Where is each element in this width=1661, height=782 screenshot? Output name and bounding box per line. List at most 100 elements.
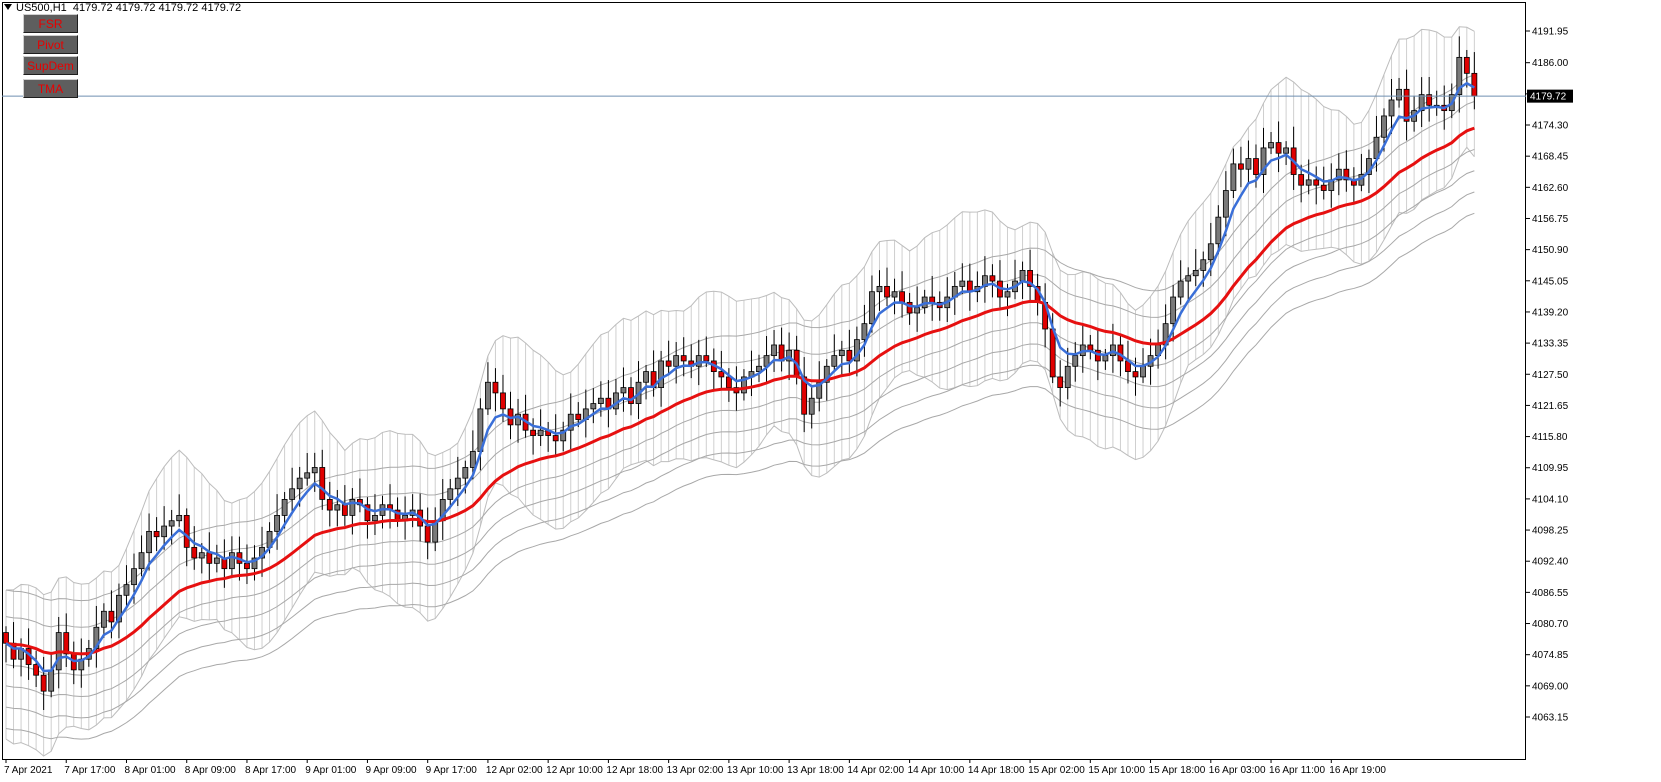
envelope-band-line (5, 148, 1475, 676)
bear-candle-body (1094, 349, 1101, 362)
tma-button[interactable]: TMA (23, 79, 78, 98)
bull-candle-body (138, 552, 145, 570)
bull-candle-body (349, 499, 356, 516)
bear-candle-body (1403, 88, 1410, 122)
bear-candle-body (1049, 328, 1056, 378)
bull-candle-body (311, 467, 318, 474)
bull-candle-body (168, 520, 175, 527)
bear-candle-body (63, 632, 70, 655)
symbol-header: US500,H1 4179.72 4179.72 4179.72 4179.72 (4, 2, 241, 14)
bear-candle-body (884, 285, 890, 298)
bull-candle-body (146, 530, 152, 554)
y-tick-label: 4174.30 (1532, 121, 1569, 132)
x-tick-label: 9 Apr 17:00 (426, 765, 478, 776)
bear-candle-body (552, 435, 559, 442)
bull-candle-body (334, 504, 341, 511)
x-tick-label: 15 Apr 10:00 (1088, 765, 1145, 776)
bull-candle-body (643, 371, 649, 383)
bull-candle-body (447, 488, 454, 500)
bull-candle-body (1396, 88, 1402, 101)
slow-ma-line (5, 126, 1475, 656)
bull-candle-body (281, 499, 288, 516)
bull-candle-body (1222, 190, 1229, 218)
bull-candle-body (304, 472, 311, 479)
bull-candle-body (1335, 168, 1342, 181)
y-tick-label: 4191.95 (1532, 27, 1569, 38)
x-tick-label: 12 Apr 02:00 (486, 765, 543, 776)
x-tick-label: 12 Apr 10:00 (546, 765, 603, 776)
y-tick-label: 4098.25 (1532, 526, 1569, 537)
bear-candle-body (725, 376, 732, 388)
bear-candle-body (33, 664, 40, 676)
x-tick-label: 14 Apr 02:00 (847, 765, 904, 776)
bull-candle-body (869, 291, 875, 325)
y-tick-label: 4168.45 (1532, 152, 1569, 163)
bear-candle-body (1463, 56, 1470, 74)
bull-candle-body (620, 387, 627, 394)
envelope-band-line (5, 170, 1475, 698)
pivot-button[interactable]: Pivot (23, 35, 78, 54)
bull-candle-body (251, 557, 258, 570)
bear-candle-body (846, 349, 853, 362)
cloud-upper-edge (5, 26, 1475, 596)
bull-candle-body (673, 355, 680, 367)
y-tick-label: 4145.05 (1532, 276, 1569, 287)
dropdown-triangle-icon[interactable] (4, 4, 12, 10)
bull-candle-body (1140, 365, 1146, 378)
bear-candle-body (153, 530, 160, 538)
plot-area-border (2, 2, 1526, 760)
bull-candle-body (1019, 270, 1026, 282)
x-tick-label: 13 Apr 10:00 (727, 765, 784, 776)
bull-candle-body (756, 365, 762, 373)
bear-candle-body (500, 392, 506, 410)
bear-candle-body (1027, 270, 1033, 287)
bull-candle-body (1170, 296, 1177, 325)
bull-candle-body (1207, 243, 1214, 261)
bear-candle-body (906, 301, 913, 314)
y-tick-label: 4074.85 (1532, 650, 1569, 661)
bull-candle-body (1245, 158, 1252, 170)
bear-candle-body (424, 525, 431, 543)
bull-candle-body (462, 467, 469, 479)
bear-candle-body (1320, 184, 1327, 191)
x-tick-label: 13 Apr 18:00 (787, 765, 844, 776)
bull-candle-body (454, 477, 461, 490)
bull-candle-body (1268, 142, 1274, 149)
fsr-button[interactable]: FSR (23, 14, 78, 33)
envelope-band-line (5, 74, 1475, 602)
bear-candle-body (3, 632, 9, 644)
bull-candle-body (213, 557, 220, 564)
y-tick-label: 4186.00 (1532, 58, 1569, 69)
x-tick-label: 8 Apr 09:00 (185, 765, 237, 776)
bear-candle-body (1426, 94, 1433, 106)
bull-candle-body (1102, 355, 1109, 362)
y-tick-label: 4115.80 (1532, 432, 1568, 443)
bear-candle-body (628, 387, 634, 404)
bull-candle-body (1215, 216, 1222, 245)
bear-candle-body (364, 504, 371, 522)
bear-candle-body (1238, 163, 1244, 170)
x-tick-label: 9 Apr 09:00 (365, 765, 417, 776)
bear-candle-body (1343, 168, 1350, 181)
bull-candle-body (741, 376, 747, 394)
bull-candle-body (131, 568, 137, 586)
envelope-bands (5, 74, 1475, 740)
bear-candle-body (929, 296, 936, 303)
bull-candle-body (372, 515, 378, 522)
y-tick-label: 4162.60 (1532, 183, 1569, 194)
bear-candle-body (530, 429, 536, 436)
x-tick-label: 7 Apr 17:00 (64, 765, 116, 776)
y-tick-label: 4156.75 (1532, 214, 1569, 225)
bull-candle-body (959, 280, 966, 287)
bull-candle-body (537, 429, 544, 436)
bear-candle-body (326, 499, 333, 511)
bull-candle-body (861, 323, 868, 341)
moving-averages (5, 81, 1475, 673)
bear-candle-body (244, 562, 250, 570)
supdem-button[interactable]: SupDem (23, 56, 78, 75)
bear-candle-body (1253, 158, 1259, 175)
ohlc-values: 4179.72 4179.72 4179.72 4179.72 (72, 2, 242, 14)
bull-candle-body (590, 403, 597, 410)
bear-candle-body (1471, 72, 1478, 97)
